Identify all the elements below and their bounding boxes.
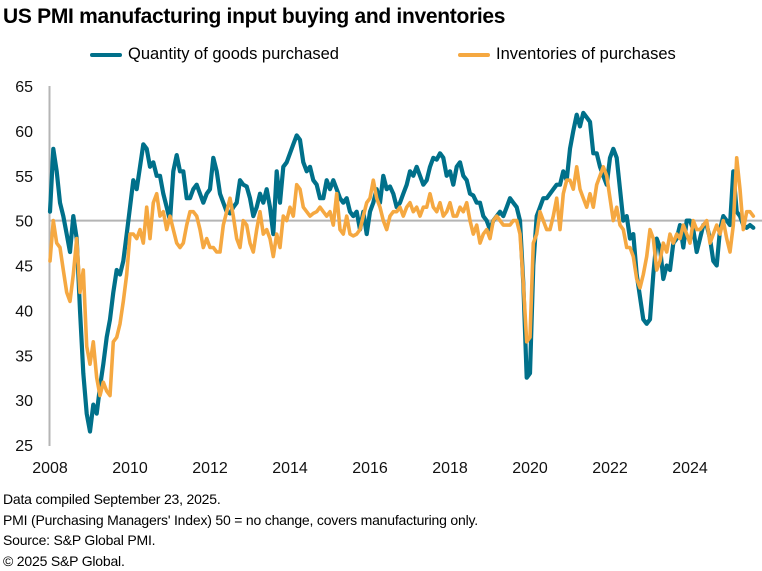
legend-label-quantity: Quantity of goods purchased [128, 45, 339, 63]
x-tick-label: 2014 [272, 460, 308, 477]
y-tick-label: 30 [15, 393, 33, 410]
legend-label-inventories: Inventories of purchases [496, 45, 676, 63]
chart-footer: Data compiled September 23, 2025. PMI (P… [3, 489, 478, 571]
series-line-inventories-of-purchases [48, 156, 756, 398]
x-tick-label: 2010 [112, 460, 148, 477]
y-tick-label: 55 [15, 169, 33, 186]
legend-item-quantity: Quantity of goods purchased [90, 45, 339, 64]
y-tick-label: 40 [15, 303, 33, 320]
legend-swatch-quantity [90, 52, 122, 57]
x-tick-label: 2008 [32, 460, 68, 477]
chart-title: US PMI manufacturing input buying and in… [3, 5, 506, 28]
x-tick-label: 2016 [352, 460, 388, 477]
y-tick-label: 60 [15, 124, 33, 141]
legend-swatch-inventories [458, 52, 490, 57]
footer-pmi-note: PMI (Purchasing Managers' Index) 50 = no… [3, 511, 478, 528]
footer-source: Source: S&P Global PMI. [3, 532, 156, 548]
x-tick-label: 2020 [512, 460, 548, 477]
series-line-quantity-of-goods-purchased [47, 110, 756, 434]
chart-plot: 25 30 35 40 45 50 55 60 65 2008 2010 2012 2014 2016 20… [15, 79, 762, 477]
y-tick-label: 45 [15, 259, 33, 276]
x-tick-label: 2024 [672, 460, 708, 477]
x-tick-label: 2012 [192, 460, 228, 477]
y-tick-label: 35 [15, 348, 33, 365]
footer-data-compiled: Data compiled September 23, 2025. [3, 491, 221, 507]
y-tick-label: 50 [15, 214, 33, 231]
legend-item-inventories: Inventories of purchases [458, 45, 676, 64]
x-tick-label: 2018 [432, 460, 468, 477]
footer-copyright: © 2025 S&P Global. [3, 552, 125, 569]
legend: Quantity of goods purchased Inventories … [0, 45, 762, 67]
x-tick-label: 2022 [592, 460, 628, 477]
y-tick-label: 25 [15, 438, 33, 455]
y-tick-label: 65 [15, 79, 33, 96]
